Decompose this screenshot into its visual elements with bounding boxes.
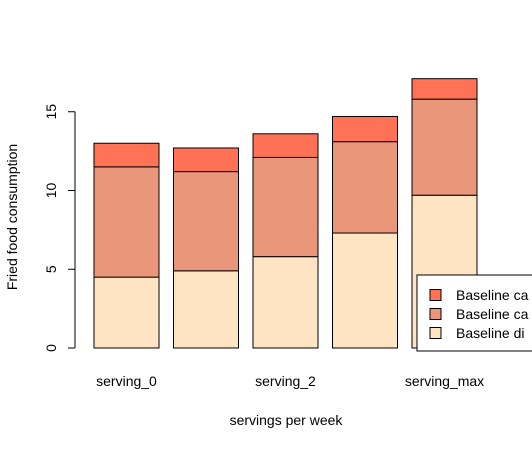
legend-label-0: Baseline ca (456, 287, 529, 303)
legend-label-2: Baseline di (456, 325, 525, 341)
bar-serving_max-segment-2 (411, 78, 478, 100)
x-tick-label-serving_2: serving_2 (255, 373, 316, 389)
bar-serving_2-segment-1 (252, 156, 319, 258)
bar-serving_3-segment-0 (332, 232, 398, 349)
y-tick-label-5: 5 (43, 265, 59, 273)
y-axis-title: Fried food consumption (4, 144, 20, 290)
bars-group (93, 78, 478, 349)
legend: Baseline ca Baseline ca Baseline di (416, 274, 532, 352)
y-tick-label-15: 15 (43, 104, 59, 120)
y-tick-label-0: 0 (43, 344, 59, 352)
bar-serving_max-segment-1 (411, 98, 478, 196)
x-axis-title: servings per week (230, 412, 344, 428)
bar-serving_1-segment-0 (173, 270, 239, 349)
legend-swatch-0 (429, 289, 442, 301)
bar-serving_3-segment-2 (332, 115, 398, 143)
bar-serving_0-segment-2 (93, 142, 160, 168)
bar-serving_0-segment-1 (93, 166, 160, 278)
y-tick-label-10: 10 (43, 183, 59, 199)
legend-label-1: Baseline ca (456, 306, 529, 322)
bar-serving_3-segment-1 (332, 141, 398, 234)
bar-serving_1-segment-1 (173, 171, 239, 272)
x-axis-labels: serving_0 serving_2 serving_max (96, 373, 484, 389)
x-tick-label-serving_max: serving_max (405, 373, 484, 389)
x-tick-label-serving_0: serving_0 (96, 373, 157, 389)
legend-swatch-1 (429, 308, 442, 320)
legend-swatch-2 (429, 327, 442, 339)
y-axis: 0 5 10 15 (43, 104, 76, 352)
bar-serving_0-segment-0 (93, 276, 160, 349)
bar-serving_2-segment-2 (252, 133, 319, 158)
bar-serving_1-segment-2 (173, 147, 239, 173)
bar-serving_2-segment-0 (252, 256, 319, 349)
